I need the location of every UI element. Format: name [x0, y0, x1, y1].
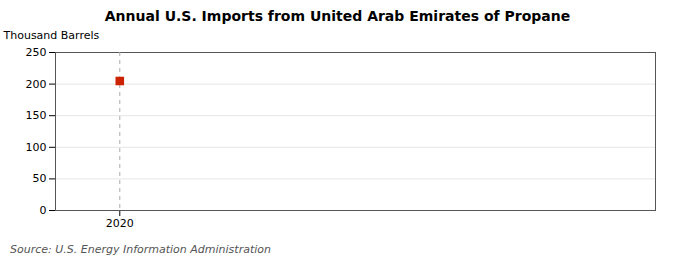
svg-text:150: 150 — [26, 109, 47, 122]
html-text:Source: U.S. Energy Informatio: Source: U.S. Energy Information Administ… — [10, 243, 271, 256]
svg-text:2020: 2020 — [106, 217, 134, 230]
html-text:Annual U.S. Imports from Unite: Annual U.S. Imports from United Arab Emi… — [104, 8, 571, 24]
svg-text:100: 100 — [26, 141, 47, 154]
svg-text:0: 0 — [40, 204, 47, 217]
svg-text:Thousand Barrels: Thousand Barrels — [3, 29, 100, 42]
svg-text:250: 250 — [26, 46, 47, 59]
svg-text:50: 50 — [33, 172, 47, 185]
svg-text:200: 200 — [26, 78, 47, 91]
